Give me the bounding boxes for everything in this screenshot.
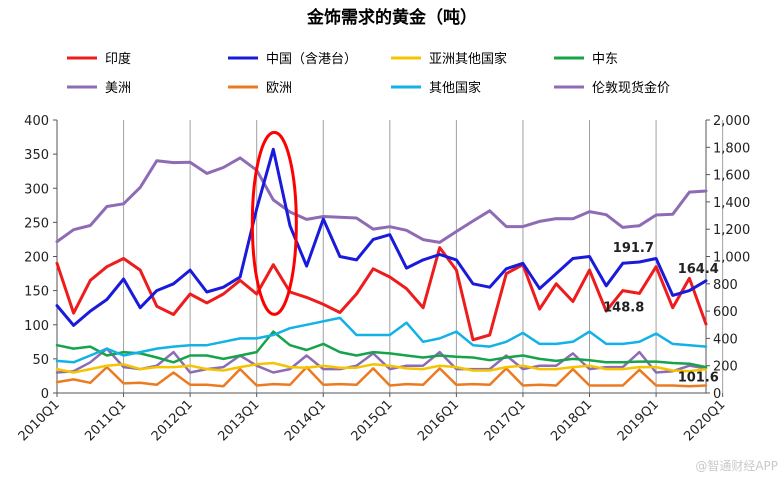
data-label-0: 191.7 — [613, 241, 654, 256]
legend-label-2: 亚洲其他国家 — [429, 51, 507, 67]
x-tick-label: 2015Q1 — [349, 397, 396, 444]
y-right-tick-label: 1,200 — [713, 223, 750, 238]
y-right-tick-label: 1,400 — [713, 196, 750, 211]
annotation-layer — [250, 130, 298, 316]
y-left-tick-label: 50 — [32, 353, 49, 368]
x-tick-label: 2016Q1 — [415, 397, 462, 444]
series-line-中东 — [55, 330, 708, 369]
y-right-tick-label: 2,000 — [713, 114, 750, 129]
x-tick-label: 2013Q1 — [215, 397, 262, 444]
y-left-tick-label: 250 — [24, 216, 49, 231]
y-left-tick-label: 200 — [24, 251, 49, 266]
series-line-亚洲其他国家 — [55, 361, 708, 374]
y-left-tick-label: 0 — [41, 387, 49, 402]
x-tick-label: 2020Q1 — [681, 397, 728, 444]
series-line-其他国家 — [55, 316, 708, 364]
grid — [123, 120, 724, 393]
chart-title: 金饰需求的黄金（吨） — [306, 7, 477, 28]
y-right-tick-label: 0 — [713, 387, 721, 402]
y-right-tick-label: 600 — [713, 305, 738, 320]
y-right-tick-label: 1,000 — [713, 251, 750, 266]
y-left-tick-label: 350 — [24, 148, 49, 163]
highlight-ellipse — [250, 130, 298, 316]
legend-label-6: 其他国家 — [429, 80, 481, 96]
y-left-tick-label: 150 — [24, 285, 49, 300]
legend-label-1: 中国（含港台） — [266, 51, 357, 67]
x-tick-label: 2011Q1 — [82, 397, 129, 444]
axes: 0 50 100 150 200 250 300 350 400 0 200 400 600 800 1,0… — [16, 114, 750, 444]
legend-label-7: 伦敦现货金价 — [592, 80, 670, 96]
y-right-tick-label: 1,600 — [713, 169, 750, 184]
data-label-1: 164.4 — [678, 262, 719, 277]
legend-label-0: 印度 — [105, 51, 131, 67]
y-right-tick-label: 800 — [713, 278, 738, 293]
series-lines — [55, 147, 708, 388]
x-tick-label: 2017Q1 — [482, 397, 529, 444]
series-line-印度 — [55, 246, 708, 342]
y-right-tick-label: 400 — [713, 332, 738, 347]
series-line-伦敦现货金价 — [55, 156, 708, 244]
series-line-欧洲 — [55, 365, 708, 388]
data-labels: 191.7 164.4 148.8 101.6 — [603, 241, 719, 385]
y-right-tick-label: 1,800 — [713, 141, 750, 156]
x-tick-label: 2019Q1 — [615, 397, 662, 444]
watermark: @智通财经APP — [695, 458, 778, 473]
legend-label-5: 欧洲 — [266, 81, 292, 96]
y-left-tick-label: 400 — [24, 114, 49, 129]
legend-label-3: 中东 — [592, 52, 618, 67]
x-tick-label: 2014Q1 — [282, 397, 329, 444]
data-label-2: 148.8 — [603, 300, 644, 315]
series-line-中国（含港台） — [55, 147, 708, 327]
x-tick-label: 2012Q1 — [149, 397, 196, 444]
data-label-3: 101.6 — [678, 371, 719, 386]
x-tick-label: 2018Q1 — [548, 397, 595, 444]
y-right-tick-label: 200 — [713, 360, 738, 375]
legend-label-4: 美洲 — [105, 81, 131, 96]
y-left-tick-label: 300 — [24, 182, 49, 197]
y-left-tick-label: 100 — [24, 319, 49, 334]
x-tick-label: 2010Q1 — [16, 397, 63, 444]
